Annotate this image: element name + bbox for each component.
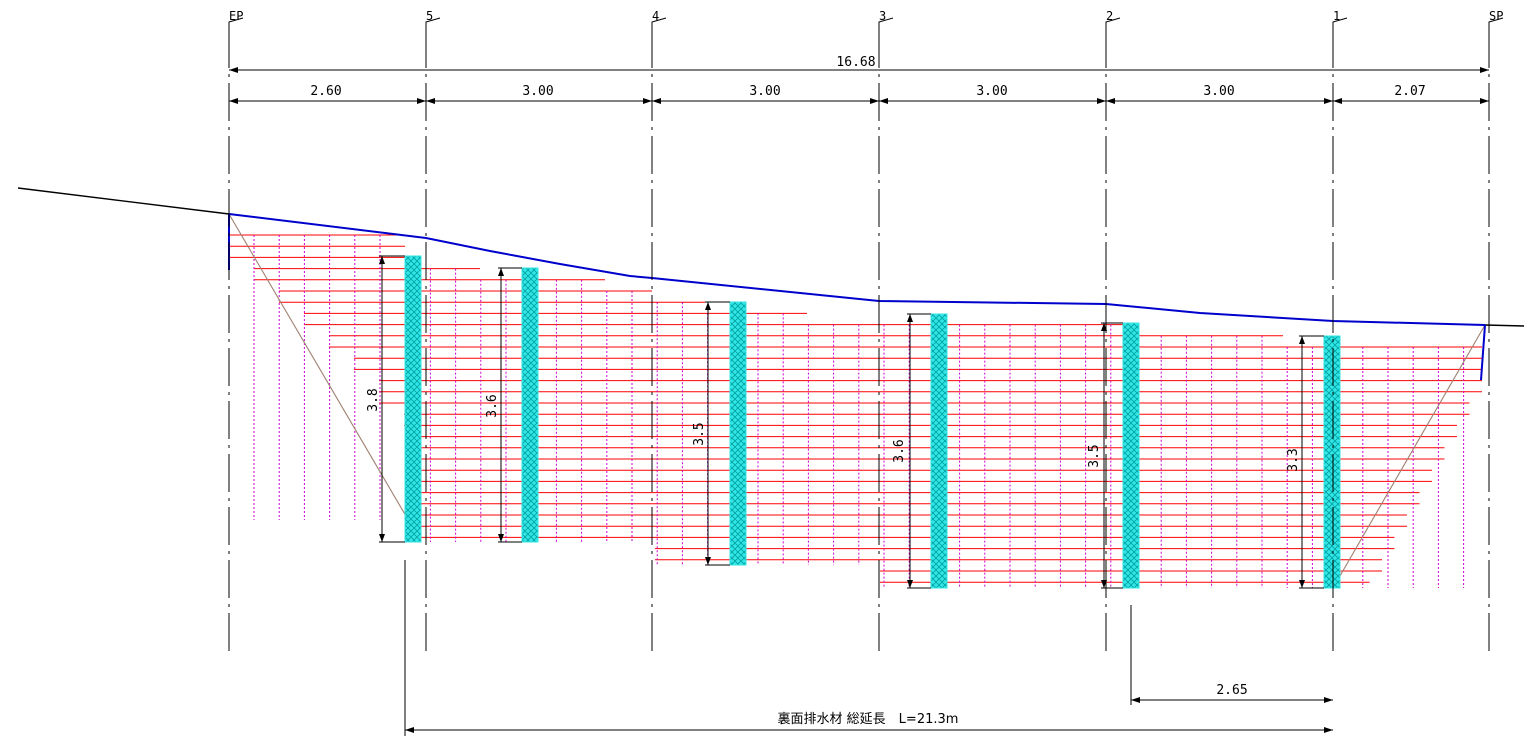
drain-height-label: 3.6 — [892, 439, 907, 462]
arrow-head — [1106, 98, 1115, 104]
arrow-head — [498, 534, 504, 542]
arrow-head — [1131, 697, 1140, 703]
drain-height-label: 3.8 — [366, 388, 381, 411]
total-span-label: 16.68 — [836, 55, 875, 70]
span-label: 3.00 — [976, 84, 1007, 99]
station-flag — [651, 17, 667, 32]
arrow-head — [907, 314, 913, 322]
arrow-head — [1333, 98, 1342, 104]
drain-height-label: 3.3 — [1286, 448, 1301, 471]
arrow-head — [705, 302, 711, 310]
arrow-head — [229, 98, 238, 104]
station-label: EP — [229, 9, 243, 23]
station-label: 3 — [879, 9, 886, 23]
span-label: 2.60 — [310, 84, 341, 99]
station-flag — [878, 17, 894, 32]
arrow-head — [879, 98, 888, 104]
arrow-head — [426, 98, 435, 104]
arrow-head — [1101, 323, 1107, 331]
drain-strip — [521, 267, 539, 543]
drain-height-label: 3.6 — [485, 394, 500, 417]
station-label: 4 — [652, 9, 659, 23]
span-label: 3.00 — [522, 84, 553, 99]
station-label: SP — [1489, 9, 1503, 23]
edge-right — [1480, 324, 1486, 381]
station-flag — [1332, 17, 1348, 32]
arrow-head — [1480, 98, 1489, 104]
drain-height-label: 3.5 — [692, 422, 707, 445]
station-label: 2 — [1106, 9, 1113, 23]
arrow-head — [229, 67, 238, 73]
station-label: 5 — [426, 9, 433, 23]
arrow-head — [1097, 98, 1106, 104]
arrow-head — [1101, 580, 1107, 588]
span-label: 3.00 — [749, 84, 780, 99]
arrow-head — [870, 98, 879, 104]
terrain-line-left — [17, 187, 230, 215]
arrow-head — [1324, 98, 1333, 104]
arrow-head — [643, 98, 652, 104]
drain-strip — [1122, 322, 1140, 589]
station-flag — [425, 17, 441, 32]
arrow-head — [1299, 336, 1305, 344]
station-lines — [228, 17, 1504, 655]
drain-strips — [404, 255, 1341, 589]
drain-strip — [729, 301, 747, 566]
arrow-head — [1480, 67, 1489, 73]
arrow-head — [417, 98, 426, 104]
station-flag — [1105, 17, 1121, 32]
slope-line-right — [1332, 324, 1486, 589]
arrow-head — [379, 256, 385, 264]
drain-strip — [930, 313, 948, 589]
arrow-head — [705, 557, 711, 565]
ground-surface — [17, 187, 1524, 381]
dimension-lines — [229, 67, 1489, 736]
arrow-head — [498, 268, 504, 276]
total-length-label: 裏面排水材 総延長 L=21.3m — [778, 712, 959, 727]
arrow-head — [1324, 727, 1333, 733]
drain-strip — [1323, 335, 1341, 589]
slope-line-left — [228, 213, 421, 541]
span-label: 2.07 — [1394, 84, 1425, 99]
terrain-line-right — [1484, 324, 1524, 327]
arrow-head — [1324, 697, 1333, 703]
drain-height-label: 3.5 — [1087, 444, 1102, 467]
arrow-head — [652, 98, 661, 104]
spacing-dim-label: 2.65 — [1216, 683, 1247, 698]
arrow-head — [907, 580, 913, 588]
span-label: 3.00 — [1203, 84, 1234, 99]
station-flag — [228, 17, 244, 32]
station-label: 1 — [1333, 9, 1340, 23]
station-flag — [1488, 17, 1504, 32]
arrow-head — [379, 534, 385, 542]
drain-strip — [404, 255, 422, 543]
arrow-head — [405, 727, 414, 733]
arrow-head — [1299, 580, 1305, 588]
